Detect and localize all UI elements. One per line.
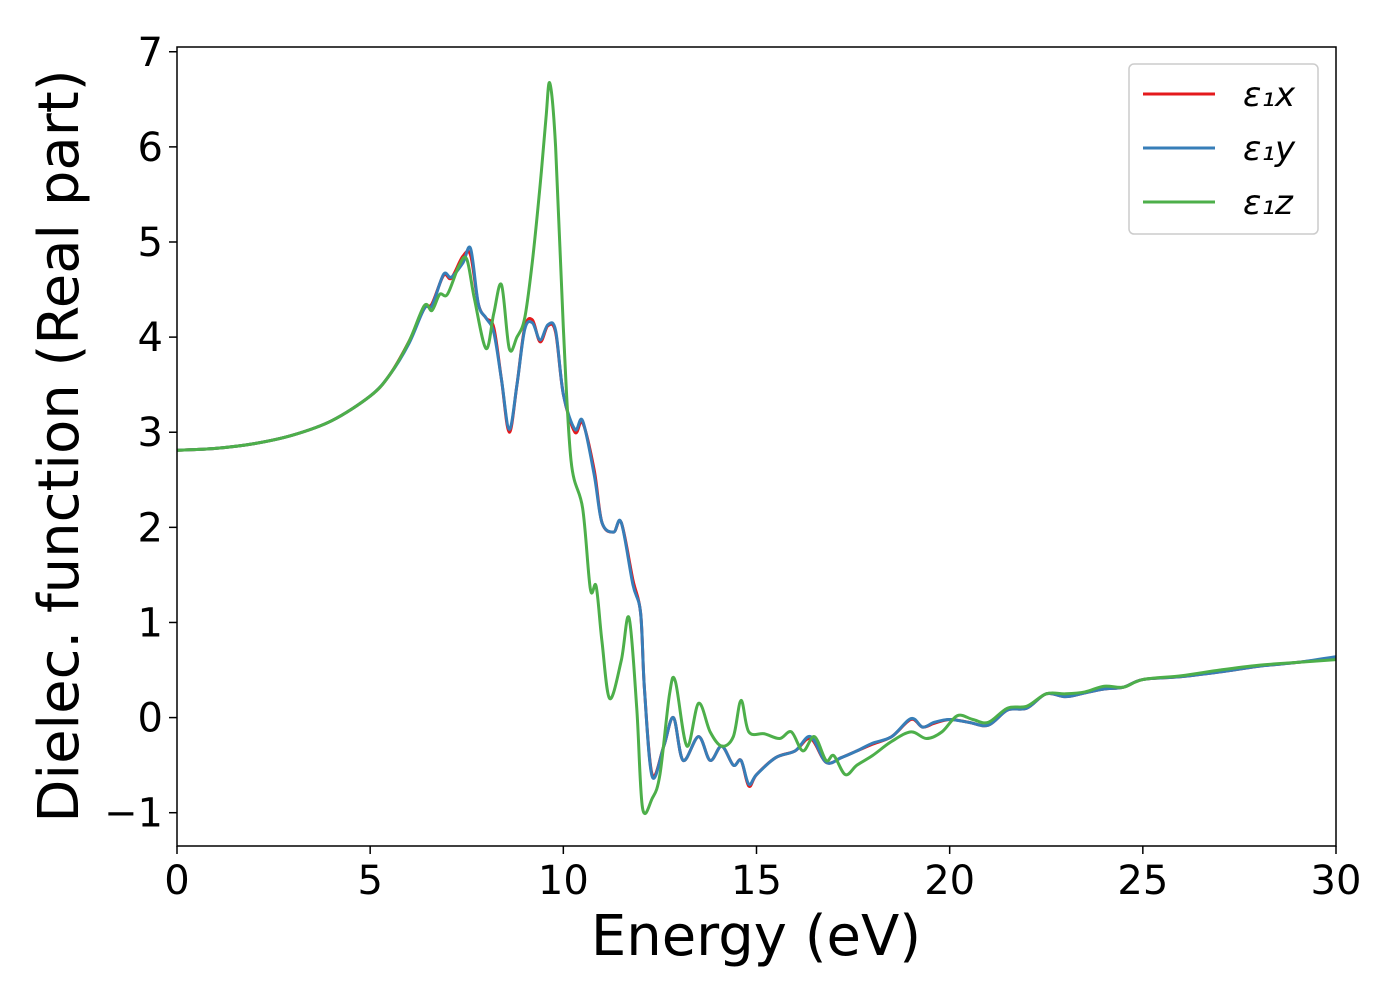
- legend-box: [1128, 63, 1319, 235]
- x-tick-label: 0: [164, 858, 189, 904]
- y-axis-ticks: −1 0 1 2 3 4 5 6 7: [104, 30, 177, 837]
- x-tick-label: 5: [357, 858, 382, 904]
- x-tick-label: 30: [1311, 858, 1362, 904]
- y-tick-label: 1: [138, 600, 163, 646]
- y-tick-label: 4: [138, 315, 163, 361]
- y-axis-label: Dielec. function (Real part): [27, 69, 92, 822]
- legend-label: ε₁z: [1243, 183, 1294, 223]
- legend: ε₁x ε₁y ε₁z: [1128, 63, 1319, 235]
- series-line-3: [177, 81, 1336, 816]
- series-line-2: [177, 245, 1336, 787]
- y-tick-label: 0: [138, 696, 163, 742]
- series-layer: [177, 81, 1336, 816]
- x-tick-label: 20: [924, 858, 975, 904]
- legend-label: ε₁y: [1243, 129, 1296, 169]
- x-axis-ticks: 0 5 10 15 20 25 30: [164, 846, 1361, 904]
- y-tick-label: 5: [138, 220, 163, 266]
- x-tick-label: 25: [1117, 858, 1168, 904]
- x-tick-label: 10: [538, 858, 589, 904]
- y-tick-label: 2: [138, 505, 163, 551]
- y-tick-label: −1: [104, 791, 163, 837]
- x-tick-label: 15: [731, 858, 782, 904]
- y-tick-label: 3: [138, 410, 163, 456]
- series-line-1: [177, 249, 1336, 788]
- legend-label: ε₁x: [1243, 75, 1296, 115]
- y-tick-label: 7: [138, 30, 163, 76]
- y-tick-label: 6: [138, 125, 163, 171]
- x-axis-label: Energy (eV): [591, 904, 921, 969]
